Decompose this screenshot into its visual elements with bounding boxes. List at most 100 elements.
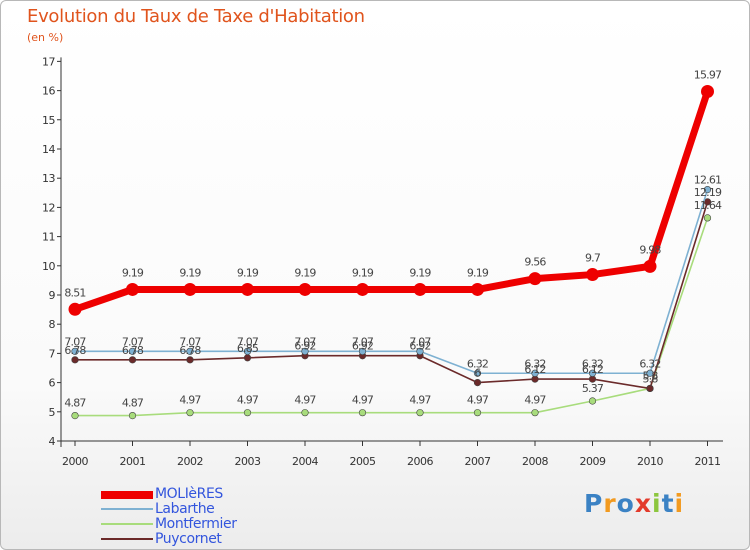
data-point-moli-res — [126, 282, 139, 296]
data-label-montfermier: 5.37 — [582, 382, 604, 395]
y-tick-label: 4 — [49, 435, 56, 448]
data-point-labarthe — [358, 347, 367, 355]
data-label-moli-res: 9.19 — [237, 266, 259, 279]
proxiti-logo: Proxiti — [584, 489, 684, 518]
data-label-moli-res: 9.19 — [352, 266, 374, 279]
data-label-labarthe: 12.61 — [694, 174, 722, 187]
series-line-puycornet — [74, 201, 709, 390]
data-point-moli-res — [528, 272, 542, 286]
y-tick-label: 12 — [42, 201, 55, 214]
data-point-puycornet — [71, 356, 79, 364]
data-label-labarthe: 7.07 — [352, 335, 374, 348]
data-point-labarthe — [128, 347, 137, 355]
series-line-labarthe — [74, 188, 709, 375]
data-point-montfermier — [531, 409, 539, 417]
legend-swatch-molieres — [101, 491, 153, 499]
logo-letter: t — [661, 489, 675, 518]
data-point-montfermier — [703, 214, 712, 222]
y-tick-label: 15 — [42, 114, 55, 127]
data-point-moli-res — [68, 302, 82, 316]
x-tick-label: 2008 — [522, 455, 548, 468]
data-label-labarthe: 6.32 — [467, 357, 488, 370]
logo-letter: i — [652, 489, 662, 518]
data-point-moli-res — [183, 282, 197, 296]
data-point-moli-res — [701, 84, 714, 98]
y-tick-label: 17 — [42, 55, 55, 68]
data-label-montfermier: 4.97 — [524, 394, 546, 407]
data-label-labarthe: 6.32 — [582, 357, 603, 370]
data-label-montfermier: 4.97 — [237, 394, 259, 407]
legend-label-montfermier: Montfermier — [155, 516, 237, 532]
data-label-montfermier: 11.64 — [694, 199, 722, 212]
logo-letter: r — [603, 489, 617, 518]
data-point-montfermier — [588, 397, 597, 405]
data-label-puycornet: 6.92 — [294, 340, 315, 353]
data-label-puycornet: 6.92 — [409, 340, 430, 353]
data-label-montfermier: 4.87 — [64, 397, 86, 410]
chart-legend: MOLIèRES Labarthe Montfermier Puycornet — [101, 486, 301, 547]
y-tick-label: 6 — [49, 377, 56, 390]
chart-subtitle: (en %) — [27, 31, 64, 44]
data-label-montfermier: 5.8 — [642, 369, 658, 382]
y-tick-label: 11 — [42, 231, 55, 244]
data-point-moli-res — [356, 282, 369, 296]
data-label-labarthe: 7.07 — [237, 335, 259, 348]
data-label-moli-res: 8.51 — [64, 286, 85, 299]
y-tick-label: 9 — [49, 289, 56, 302]
data-label-puycornet: 6.85 — [237, 342, 259, 355]
data-label-montfermier: 4.97 — [294, 394, 316, 407]
y-tick-label: 16 — [42, 85, 55, 98]
legend-item-puycornet: Puycornet — [101, 531, 301, 547]
data-point-puycornet — [128, 356, 137, 364]
data-point-moli-res — [586, 268, 599, 282]
data-label-puycornet: 6.78 — [179, 344, 201, 357]
data-label-labarthe: 6.32 — [639, 357, 660, 370]
data-label-moli-res: 9.19 — [122, 266, 144, 279]
x-tick-label: 2003 — [235, 455, 261, 468]
data-label-montfermier: 4.97 — [352, 394, 374, 407]
data-label-moli-res: 9.56 — [524, 256, 546, 269]
legend-swatch-puycornet — [101, 538, 153, 540]
chart-title: Evolution du Taux de Taxe d'Habitation — [27, 6, 365, 27]
data-point-montfermier — [301, 409, 309, 417]
data-label-labarthe: 7.07 — [64, 335, 86, 348]
x-tick-label: 2000 — [62, 455, 88, 468]
data-label-puycornet: 6.78 — [122, 344, 144, 357]
data-point-labarthe — [703, 185, 712, 194]
data-point-moli-res — [413, 282, 427, 296]
data-point-puycornet — [646, 384, 654, 393]
x-tick-label: 2004 — [292, 455, 318, 468]
data-point-labarthe — [473, 369, 482, 377]
data-label-montfermier: 4.97 — [409, 394, 431, 407]
legend-item-montfermier: Montfermier — [101, 516, 301, 532]
x-tick-label: 2005 — [350, 455, 376, 468]
data-label-moli-res: 9.19 — [409, 266, 431, 279]
y-tick-label: 8 — [49, 318, 56, 331]
data-point-puycornet — [243, 354, 252, 362]
data-label-labarthe: 7.07 — [122, 335, 144, 348]
data-label-puycornet: 6.12 — [524, 363, 545, 376]
legend-item-labarthe: Labarthe — [101, 501, 301, 517]
series-line-montfermier — [74, 217, 709, 417]
data-label-labarthe: 7.07 — [294, 335, 316, 348]
data-point-labarthe — [71, 347, 79, 355]
y-tick-label: 14 — [42, 143, 55, 156]
data-label-puycornet: 6.78 — [64, 344, 86, 357]
data-label-moli-res: 9.19 — [294, 266, 316, 279]
data-point-labarthe — [186, 347, 194, 355]
x-tick-label: 2002 — [177, 455, 203, 468]
data-point-montfermier — [243, 409, 252, 417]
x-tick-label: 2010 — [637, 455, 663, 468]
data-point-montfermier — [128, 411, 137, 420]
data-label-moli-res: 15.97 — [694, 68, 722, 81]
data-label-moli-res: 9.19 — [179, 266, 201, 279]
data-point-puycornet — [186, 356, 194, 364]
data-point-montfermier — [358, 409, 367, 417]
data-label-puycornet: 6.92 — [352, 340, 373, 353]
data-point-montfermier — [416, 409, 424, 417]
logo-letter: i — [674, 489, 685, 518]
data-label-montfermier: 4.97 — [467, 394, 489, 407]
data-label-montfermier: 4.97 — [179, 394, 201, 407]
logo-letter: P — [584, 489, 604, 518]
